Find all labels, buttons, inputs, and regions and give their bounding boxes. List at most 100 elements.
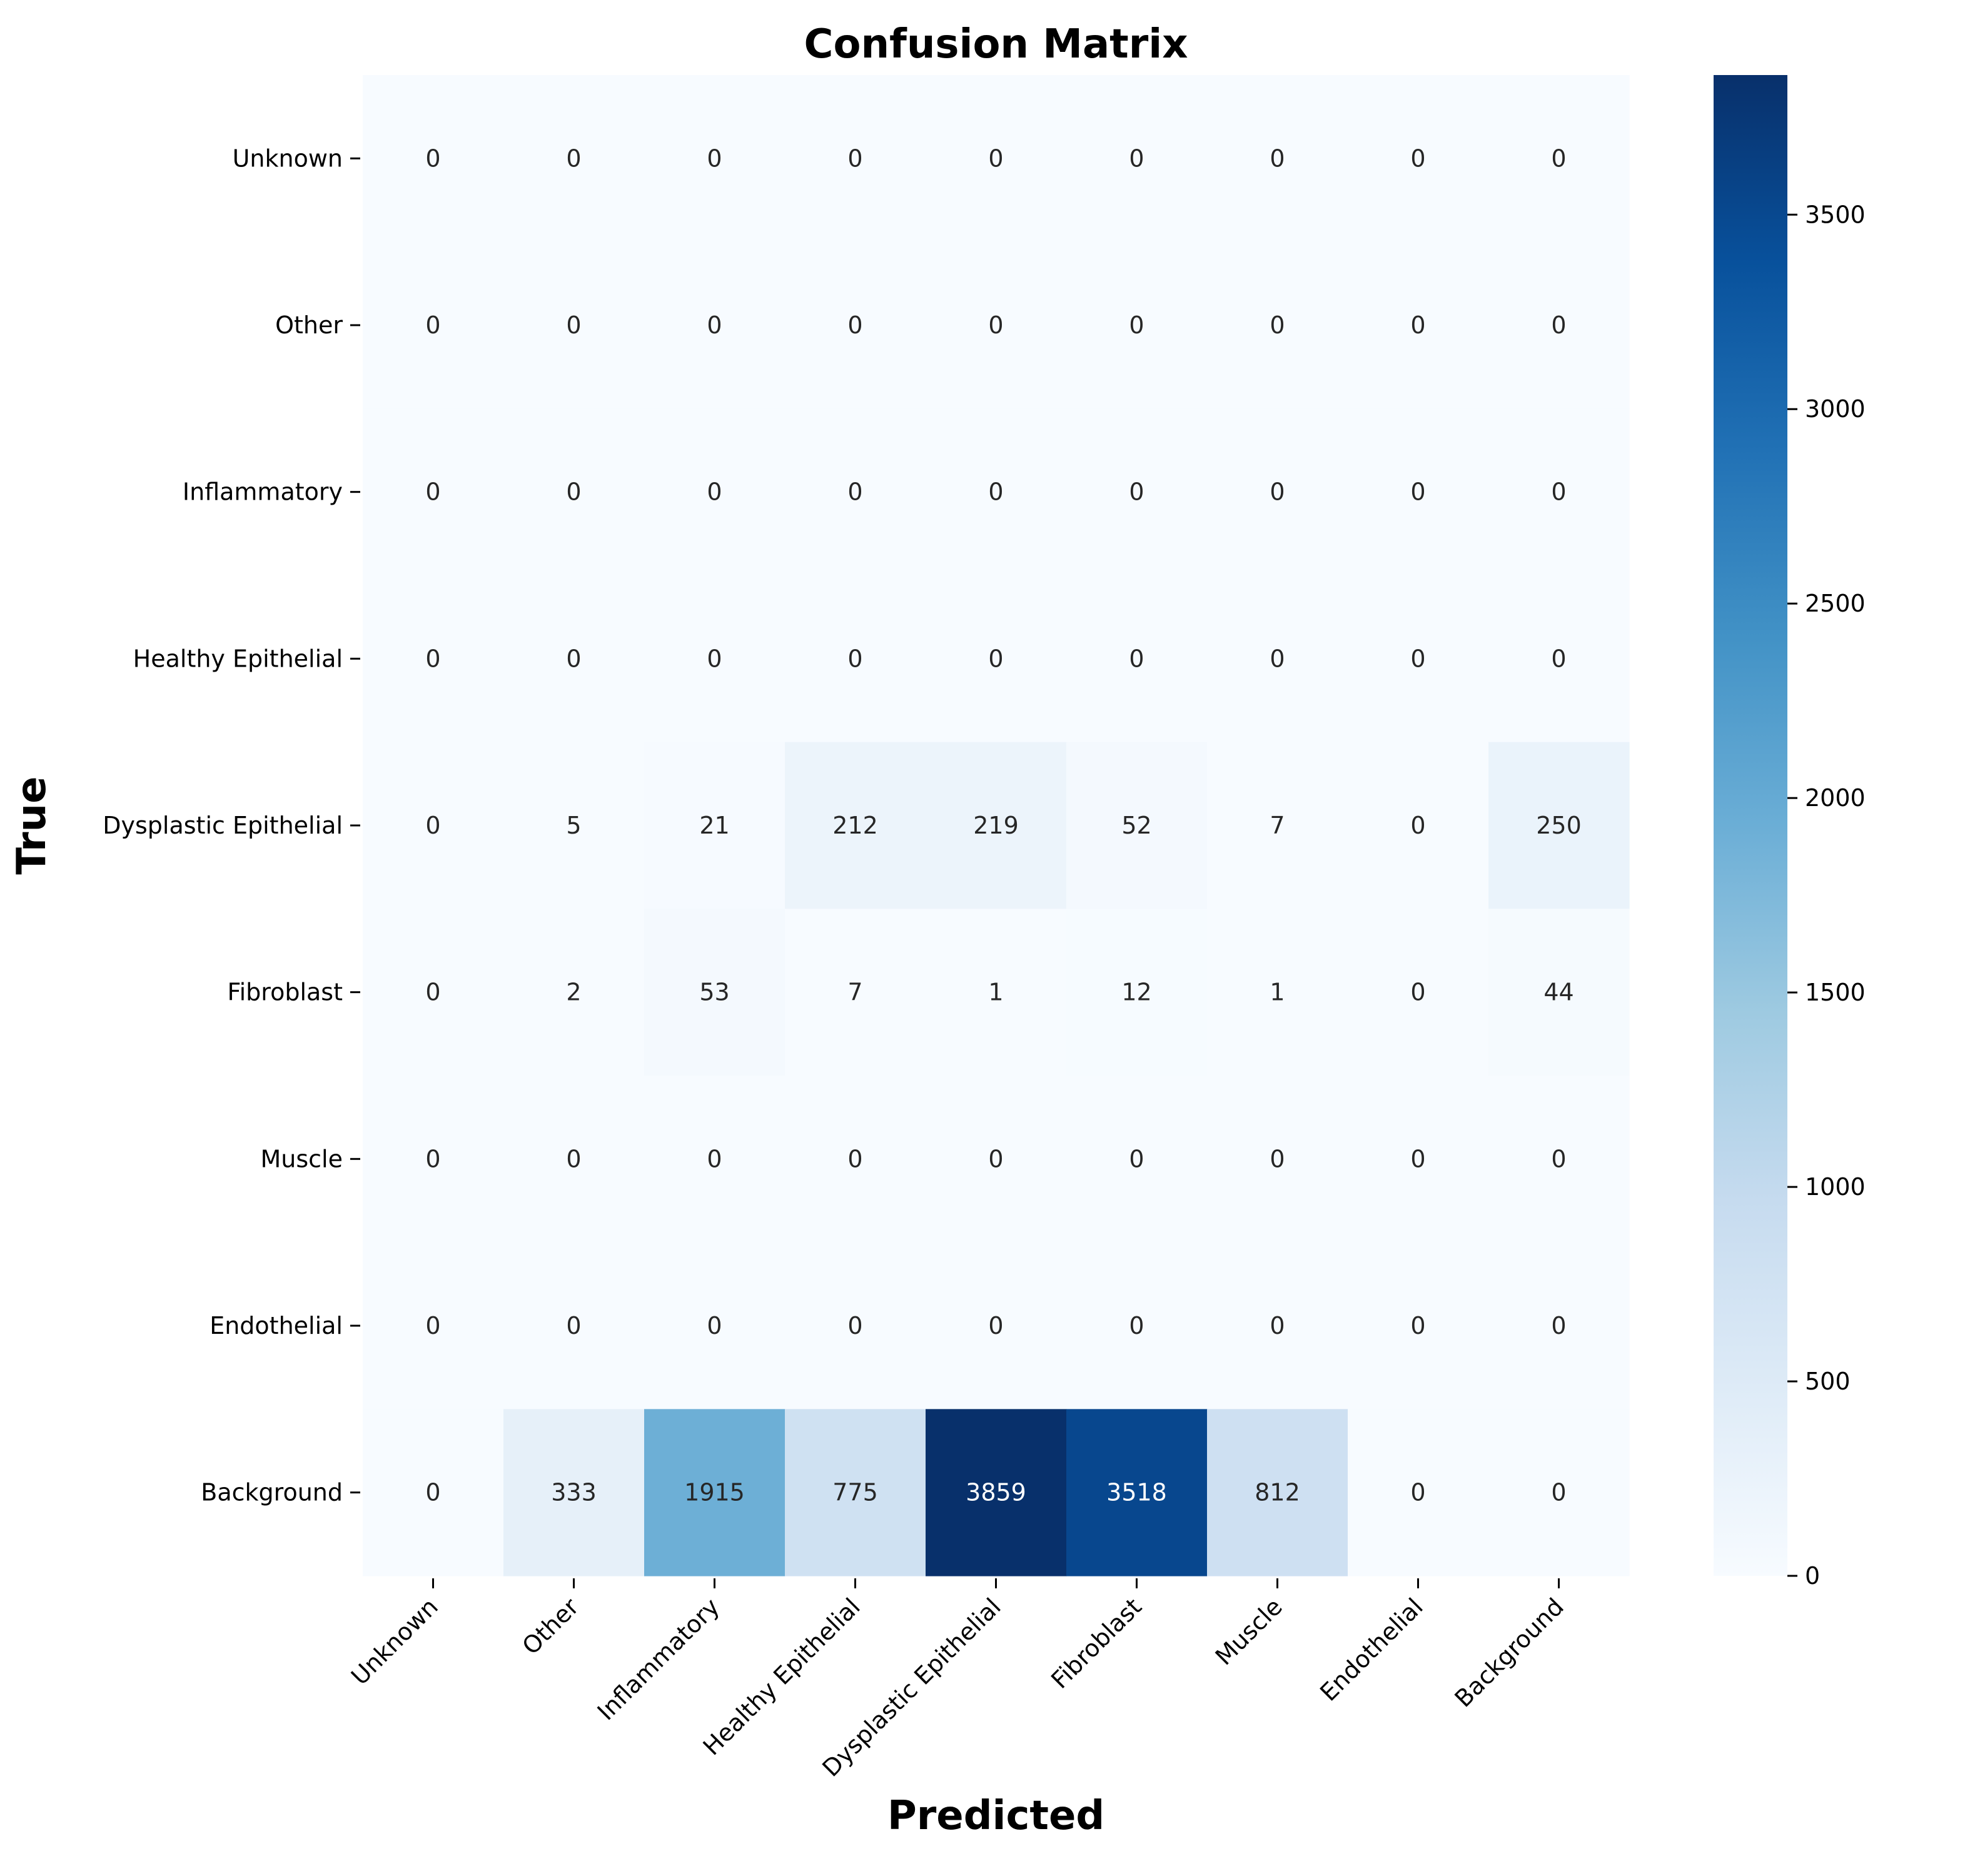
heatmap-cell	[926, 909, 1067, 1076]
cell-value-label: 0	[1410, 812, 1425, 839]
cell-value-label: 0	[707, 1312, 722, 1339]
cell-value-label: 44	[1543, 979, 1573, 1006]
cell-value-labels: 0 0 0 0 0 0 0 0 00 0 0 0 0 0 0 0 00 0 0 0 0 0 0 0 00 0 0 0 0 0 0 0 00 5 21…	[425, 144, 1581, 1506]
cell-value-label: 0	[566, 1145, 581, 1172]
x-tick-label: Inflammatory	[592, 1593, 725, 1725]
cell-value-label: 0	[425, 311, 440, 339]
colorbar-tick-label: 3500	[1805, 201, 1866, 228]
cell-value-label: 0	[1551, 645, 1566, 672]
heatmap-cell	[363, 909, 504, 1076]
x-tick-label: Unknown	[346, 1593, 443, 1690]
cell-value-label: 775	[832, 1479, 878, 1506]
heatmap-cell	[1207, 75, 1348, 243]
heatmap-cell	[1207, 1409, 1348, 1576]
heatmap-cell	[1488, 742, 1630, 909]
heatmap-cell	[926, 575, 1067, 743]
heatmap-cell	[644, 1409, 785, 1576]
heatmap-cell	[926, 241, 1067, 409]
cell-value-label: 2	[566, 979, 581, 1006]
cell-value-label: 0	[1410, 1145, 1425, 1172]
x-tick-label: Endothelial	[1315, 1593, 1428, 1707]
cell-value-label: 0	[425, 812, 440, 839]
heatmap-cell	[785, 408, 926, 576]
heatmap-cell	[1348, 742, 1489, 909]
heatmap-cell	[926, 75, 1067, 243]
heatmap-cell	[644, 909, 785, 1076]
y-tick-label: Endothelial	[210, 1312, 343, 1339]
cell-value-label: 0	[1410, 311, 1425, 339]
cell-value-label: 0	[1129, 311, 1144, 339]
heatmap-cell	[363, 75, 504, 243]
cell-value-label: 219	[973, 812, 1019, 839]
cell-value-label: 0	[1551, 144, 1566, 172]
heatmap-cell	[503, 1076, 645, 1243]
x-tick-label: Other	[517, 1593, 584, 1660]
cell-value-label: 0	[566, 311, 581, 339]
colorbar-tick-label: 0	[1805, 1562, 1820, 1590]
y-tick-label: Muscle	[261, 1145, 343, 1172]
cell-value-label: 0	[988, 478, 1003, 506]
cell-value-label: 0	[425, 478, 440, 506]
heatmap-cell	[1488, 1242, 1630, 1410]
heatmap-cell	[644, 75, 785, 243]
cell-value-label: 0	[707, 645, 722, 672]
heatmap-cell	[1488, 408, 1630, 576]
cell-value-label: 0	[425, 1479, 440, 1506]
heatmap-cell	[503, 742, 645, 909]
heatmap-cell	[1066, 1242, 1208, 1410]
heatmap-cell	[1066, 575, 1208, 743]
heatmap-cell	[644, 1076, 785, 1243]
cell-value-label: 0	[1410, 1479, 1425, 1506]
cell-value-label: 0	[425, 1312, 440, 1339]
heatmap-cell	[785, 1409, 926, 1576]
heatmap-cell	[363, 1076, 504, 1243]
cell-value-label: 0	[988, 144, 1003, 172]
y-tick-label: Other	[275, 311, 343, 339]
heatmap-cell	[503, 241, 645, 409]
y-tick-label: Background	[201, 1479, 343, 1506]
cell-value-label: 0	[1551, 1479, 1566, 1506]
heatmap-cell	[1066, 1409, 1208, 1576]
cell-value-label: 0	[707, 144, 722, 172]
cell-value-label: 0	[566, 1312, 581, 1339]
cell-value-label: 0	[847, 1145, 862, 1172]
cell-value-label: 0	[707, 1145, 722, 1172]
heatmap-cell	[644, 742, 785, 909]
cell-value-label: 0	[425, 645, 440, 672]
colorbar-gradient	[1714, 75, 1787, 1576]
heatmap-cell	[1066, 75, 1208, 243]
heatmap-cell	[926, 408, 1067, 576]
cell-value-label: 0	[1551, 311, 1566, 339]
cell-value-label: 0	[1270, 1145, 1285, 1172]
heatmap-cell	[503, 1409, 645, 1576]
heatmap-cell	[785, 742, 926, 909]
cell-value-label: 0	[988, 311, 1003, 339]
heatmap-cell	[363, 742, 504, 909]
heatmap-cell	[785, 909, 926, 1076]
x-tick-label: Background	[1449, 1593, 1568, 1712]
cell-value-label: 250	[1536, 812, 1582, 839]
heatmap-cells	[363, 75, 1630, 1576]
heatmap-cell	[503, 909, 645, 1076]
heatmap-cell	[1207, 742, 1348, 909]
heatmap-cell	[1348, 1076, 1489, 1243]
heatmap-cell	[1348, 241, 1489, 409]
y-tick-label: Fibroblast	[228, 979, 343, 1006]
heatmap-cell	[1066, 241, 1208, 409]
heatmap-cell	[503, 575, 645, 743]
cell-value-label: 333	[551, 1479, 597, 1506]
colorbar-tick-label: 500	[1805, 1368, 1851, 1395]
heatmap-cell	[503, 75, 645, 243]
cell-value-label: 0	[707, 311, 722, 339]
cell-value-label: 0	[847, 645, 862, 672]
heatmap-cell	[926, 1409, 1067, 1576]
heatmap-cell	[644, 241, 785, 409]
cell-value-label: 0	[425, 1145, 440, 1172]
cell-value-label: 1	[988, 979, 1003, 1006]
cell-value-label: 7	[1270, 812, 1285, 839]
heatmap-cell	[1348, 575, 1489, 743]
heatmap-cell	[1207, 408, 1348, 576]
heatmap-cell	[503, 1242, 645, 1410]
